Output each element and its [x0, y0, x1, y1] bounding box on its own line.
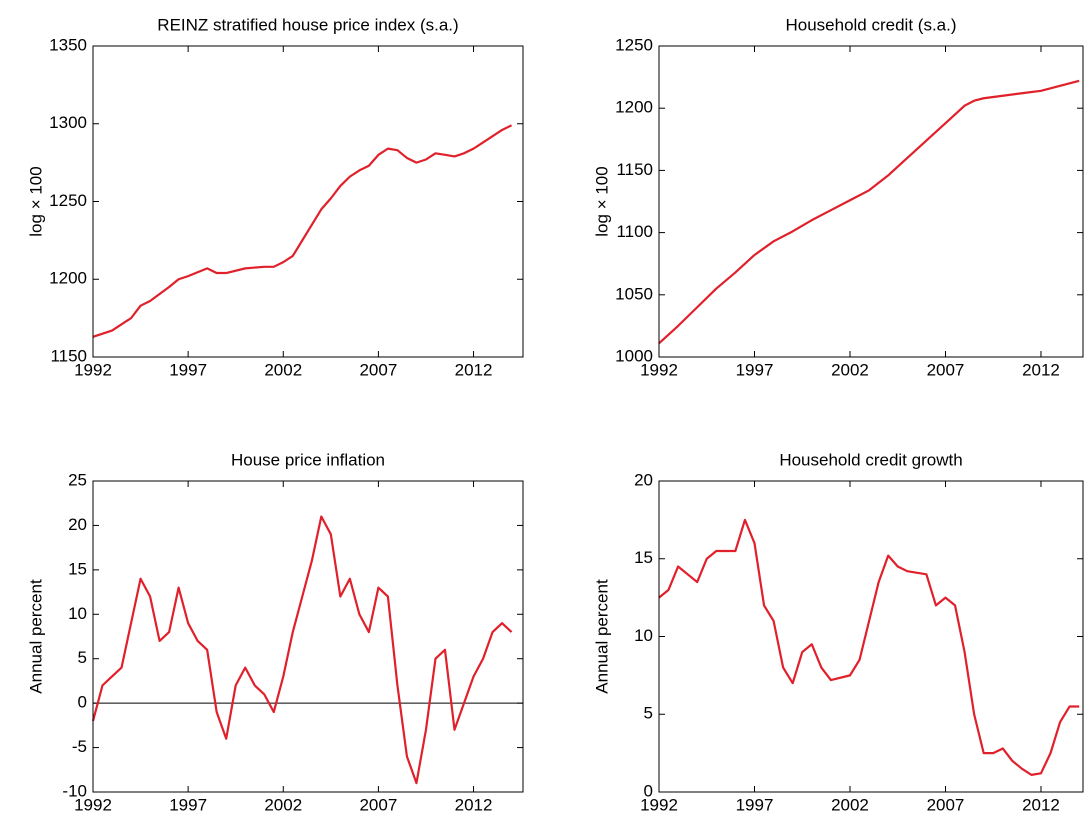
x-tick-label: 2012: [1022, 360, 1060, 379]
y-tick-label: -10: [62, 781, 87, 800]
y-tick-label: 1200: [615, 98, 653, 117]
y-tick-label: 0: [644, 781, 653, 800]
y-tick-label: 1350: [49, 35, 87, 54]
y-tick-label: 25: [68, 470, 87, 489]
subplot-title: Household credit growth: [779, 450, 962, 469]
y-tick-label: 15: [68, 559, 87, 578]
x-tick-label: 1997: [169, 360, 207, 379]
y-tick-label: 5: [644, 704, 653, 723]
x-tick-label: 1997: [736, 795, 774, 814]
x-tick-label: 2007: [359, 795, 397, 814]
x-tick-label: 2002: [264, 795, 302, 814]
y-tick-label: 1150: [616, 160, 653, 179]
y-tick-label: 1250: [615, 35, 653, 54]
x-tick-label: 2012: [1022, 795, 1060, 814]
data-line: [658, 79, 1080, 345]
subplot-title: House price inflation: [231, 450, 385, 469]
x-tick-label: 2002: [831, 360, 869, 379]
x-tick-label: 2002: [264, 360, 302, 379]
x-tick-label: 1992: [74, 360, 112, 379]
y-tick-label: 5: [78, 648, 87, 667]
y-axis-label: Annual percent: [26, 579, 45, 694]
subplot: REINZ stratified house price index (s.a.…: [26, 15, 524, 379]
x-tick-label: 2007: [927, 795, 965, 814]
data-line: [658, 518, 1080, 776]
subplot: Household credit growth Annual percent 0 5 1…: [592, 450, 1084, 814]
y-tick-label: 1200: [49, 269, 87, 288]
x-tick-label: 1992: [640, 360, 678, 379]
x-tick-label: 2002: [831, 795, 869, 814]
y-axis-label: Annual percent: [592, 579, 611, 694]
y-tick-label: 20: [634, 470, 653, 489]
axes-frame: [92, 480, 524, 793]
x-tick-label: 2007: [927, 360, 965, 379]
y-tick-label: 1000: [615, 346, 653, 365]
x-tick-label: 1992: [74, 795, 112, 814]
y-tick-label: 10: [634, 626, 653, 645]
data-line: [91, 515, 513, 785]
axes-frame: [658, 480, 1084, 793]
x-tick-label: 2007: [359, 360, 397, 379]
x-tick-label: 2012: [455, 360, 493, 379]
axes-frame: [92, 45, 524, 358]
y-tick-label: 1250: [49, 191, 87, 210]
y-tick-label: 1100: [616, 222, 653, 241]
y-tick-label: 1300: [49, 113, 87, 132]
y-tick-label: 15: [634, 548, 653, 567]
y-tick-label: 0: [78, 693, 87, 712]
subplot-title: REINZ stratified house price index (s.a.…: [157, 15, 458, 34]
x-tick-label: 2012: [455, 795, 493, 814]
y-tick-label: 1050: [615, 284, 653, 303]
x-tick-label: 1997: [169, 795, 207, 814]
data-line: [92, 124, 513, 338]
y-tick-label: 1150: [50, 346, 87, 365]
x-tick-label: 1992: [640, 795, 678, 814]
axes-frame: [658, 45, 1084, 358]
subplot: House price inflation Annual percent -10 -5…: [26, 450, 524, 814]
y-axis-label: log × 100: [592, 166, 611, 236]
x-tick-label: 1997: [736, 360, 774, 379]
y-tick-label: -5: [72, 737, 87, 756]
y-tick-label: 20: [68, 515, 87, 534]
y-axis-label: log × 100: [26, 166, 45, 236]
subplot: Household credit (s.a.) log × 100 1000 1050…: [592, 15, 1084, 379]
subplot-title: Household credit (s.a.): [785, 15, 956, 34]
y-tick-label: 10: [68, 604, 87, 623]
